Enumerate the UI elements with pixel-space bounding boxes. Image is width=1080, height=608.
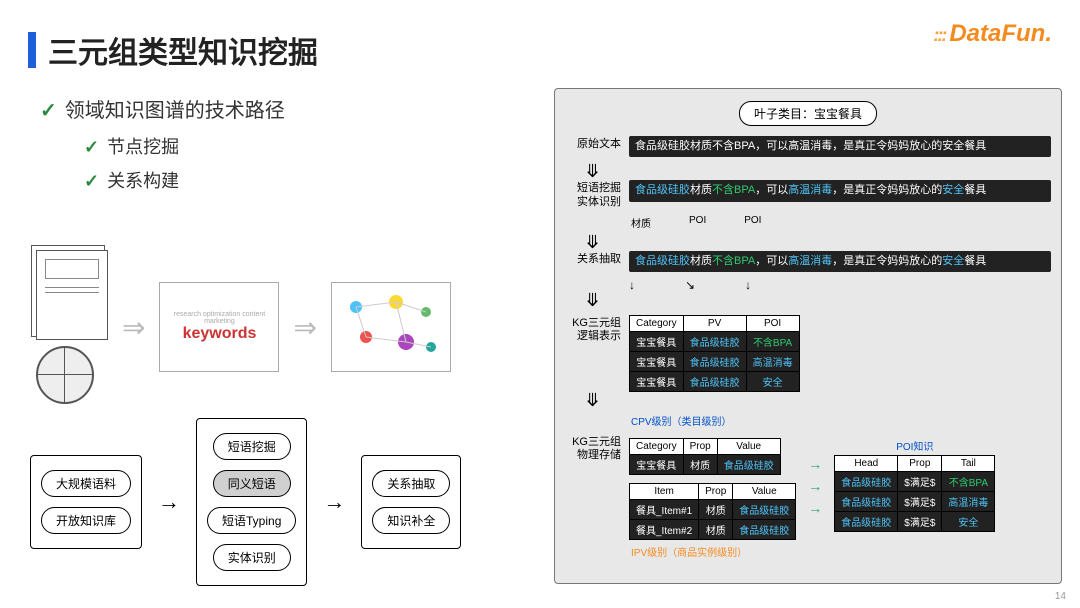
graph-svg (336, 287, 446, 367)
arrow-icon: → (323, 489, 345, 515)
step-phrase-entity: 短语挖掘 实体识别 食品级硅胶材质不含BPA，可以高温消毒，是真正令妈妈放心的安… (565, 180, 1051, 208)
down-arrow-icon: ⤋ (585, 232, 1051, 253)
docs-icon (36, 250, 108, 340)
globe-icon (36, 346, 94, 404)
graph-box (331, 282, 451, 372)
bullet-main: 领域知识图谱的技术路径 (65, 100, 285, 122)
pill: 短语挖掘 (213, 433, 291, 460)
wordcloud-box: research optimization content marketing … (159, 282, 279, 372)
pill: 实体识别 (213, 544, 291, 571)
title-accent (28, 32, 36, 68)
docs-stack (36, 250, 108, 404)
pipeline-row: ⇒ research optimization content marketin… (36, 250, 451, 404)
sentence: 食品级硅胶材质不含BPA，可以高温消毒，是真正令妈妈放心的安全餐具 (629, 136, 1051, 157)
step-relation: 关系抽取 食品级硅胶材质不含BPA，可以高温消毒，是真正令妈妈放心的安全餐具 (565, 251, 1051, 272)
wordcloud-main: keywords (160, 325, 278, 343)
pv-labels: 材质 POI POI (631, 215, 1051, 230)
bullet-sub2: 关系构建 (107, 171, 179, 191)
right-panel: 叶子类目：宝宝餐具 原始文本 食品级硅胶材质不含BPA，可以高温消毒，是真正令妈… (554, 88, 1062, 584)
flow-col-3: 关系抽取 知识补全 (361, 455, 461, 549)
ipv-table: ItemPropValue 餐具_Item#1材质食品级硅胶 餐具_Item#2… (629, 483, 796, 540)
pill: 短语Typing (207, 507, 296, 534)
flow-col-2: 短语挖掘 同义短语 短语Typing 实体识别 (196, 418, 307, 586)
down-arrow-icon: ⤋ (585, 290, 1051, 311)
page-number: 14 (1055, 591, 1066, 602)
pill: 开放知识库 (41, 507, 131, 534)
slide-title: 三元组类型知识挖掘 (28, 28, 318, 72)
step-raw-text: 原始文本 食品级硅胶材质不含BPA，可以高温消毒，是真正令妈妈放心的安全餐具 (565, 136, 1051, 157)
conn-arrow-icon: → (808, 478, 822, 494)
bullet-sub1: 节点挖掘 (107, 137, 179, 157)
arrow-icon: ⇒ (293, 311, 316, 344)
conn-arrow-icon: → (808, 456, 822, 472)
sentence-relation: 食品级硅胶材质不含BPA，可以高温消毒，是真正令妈妈放心的安全餐具 (629, 251, 1051, 272)
wordcloud-small: research optimization content marketing (160, 311, 278, 325)
arrow-icon: ⇒ (122, 311, 145, 344)
logic-table: CategoryPVPOI 宝宝餐具食品级硅胶不含BPA 宝宝餐具食品级硅胶高温… (629, 315, 800, 392)
poi-table: HeadPropTail 食品级硅胶$满足$不含BPA 食品级硅胶$满足$高温消… (834, 455, 995, 532)
title-text: 三元组类型知识挖掘 (48, 28, 318, 72)
cpv-tag: CPV级别（类目级别） (631, 413, 1051, 428)
conn-arrow-icon: → (808, 500, 822, 516)
logo: :::DataFun. (933, 20, 1052, 48)
flow-col-1: 大规模语料 开放知识库 (30, 455, 142, 549)
cpv-table: CategoryPropValue 宝宝餐具材质食品级硅胶 (629, 438, 781, 475)
kg-logic: KG三元组 逻辑表示 CategoryPVPOI 宝宝餐具食品级硅胶不含BPA … (565, 315, 1051, 392)
sentence-highlighted: 食品级硅胶材质不含BPA，可以高温消毒，是真正令妈妈放心的安全餐具 (629, 180, 1051, 201)
storage-tables: CategoryPropValue 宝宝餐具材质食品级硅胶 ItemPropVa… (629, 438, 995, 540)
pill: 同义短语 (213, 470, 291, 497)
poi-tag: POI知识 (834, 438, 995, 453)
down-arrow-icon: ⤋ (585, 161, 1051, 182)
bullet-list: ✓领域知识图谱的技术路径 ✓节点挖掘 ✓关系构建 (40, 92, 285, 198)
pill: 大规模语料 (41, 470, 131, 497)
pill: 关系抽取 (372, 470, 450, 497)
flow-diagram: 大规模语料 开放知识库 → 短语挖掘 同义短语 短语Typing 实体识别 → … (30, 418, 461, 586)
pill: 知识补全 (372, 507, 450, 534)
kg-storage: KG三元组 物理存储 CategoryPropValue 宝宝餐具材质食品级硅胶… (565, 434, 1051, 540)
arrow-icon: → (158, 489, 180, 515)
leaf-category: 叶子类目：宝宝餐具 (739, 101, 877, 126)
down-arrow-icon: ⤋ (585, 390, 1051, 411)
ipv-tag: IPV级别（商品实例级别） (631, 544, 1051, 559)
